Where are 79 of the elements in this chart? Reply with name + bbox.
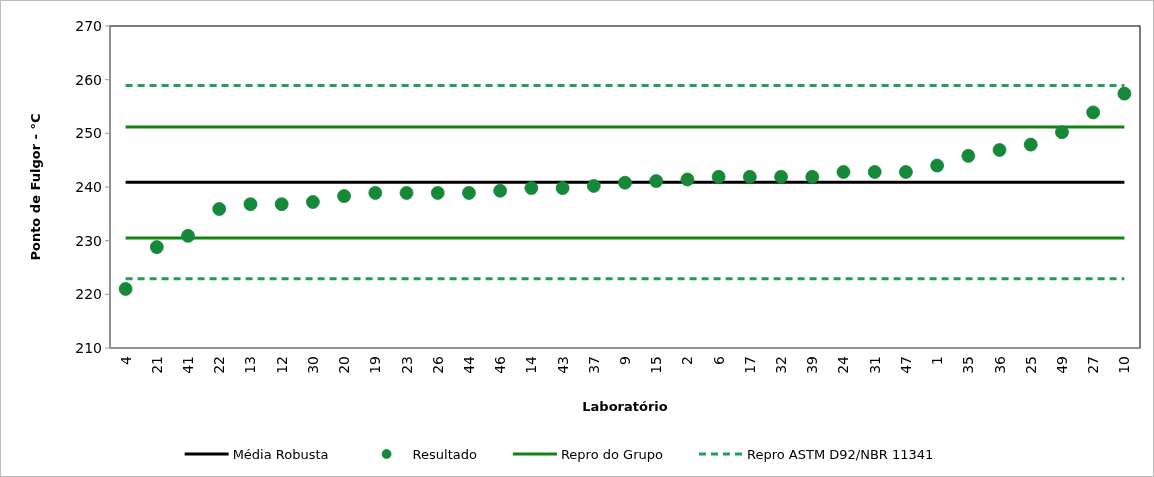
x-tick-label: 27 xyxy=(1085,356,1102,374)
point xyxy=(1117,86,1132,101)
y-tick-label: 260 xyxy=(75,71,102,88)
x-tick-label: 30 xyxy=(304,356,321,374)
point xyxy=(899,165,913,179)
point xyxy=(524,181,539,195)
x-tick-label: 46 xyxy=(492,355,509,374)
x-tick-label: 26 xyxy=(429,355,446,374)
point xyxy=(462,186,476,200)
x-tick-label: 47 xyxy=(897,356,914,374)
y-tick-label: 250 xyxy=(75,125,102,142)
point xyxy=(649,174,664,188)
point xyxy=(118,282,133,296)
point xyxy=(1086,105,1101,120)
point xyxy=(1055,125,1069,140)
x-tick-label: 1 xyxy=(929,356,946,365)
x-tick-label: 24 xyxy=(835,355,852,374)
x-tick-label: 32 xyxy=(773,356,790,374)
x-tick-label: 15 xyxy=(648,356,665,374)
x-tick-label: 4 xyxy=(117,355,134,365)
point xyxy=(1023,137,1038,152)
legend-label: Repro ASTM D92/NBR 11341 xyxy=(746,446,934,462)
x-tick-label: 49 xyxy=(1053,356,1070,374)
y-tick-label: 240 xyxy=(75,179,102,195)
x-tick-label: 39 xyxy=(804,356,821,374)
x-tick-label: 31 xyxy=(866,356,883,374)
point xyxy=(274,197,289,212)
point xyxy=(992,143,1007,157)
x-axis-title: Laboratório xyxy=(582,399,668,414)
x-tick-label: 6 xyxy=(710,355,727,365)
point xyxy=(212,202,227,216)
x-tick-label: 10 xyxy=(1116,356,1133,374)
x-tick-label: 21 xyxy=(148,356,165,374)
point xyxy=(368,186,383,200)
x-tick-label: 25 xyxy=(1022,356,1039,374)
legend-label: Repro do Grupo xyxy=(560,446,664,462)
point xyxy=(305,195,320,209)
y-axis-title: Ponto de Fulgor - °C xyxy=(28,113,43,261)
point xyxy=(930,158,945,173)
point xyxy=(430,186,445,200)
x-tick-label: 41 xyxy=(180,356,197,374)
y-tick-label: 270 xyxy=(75,18,102,34)
y-tick-label: 210 xyxy=(75,340,102,356)
x-tick-label: 37 xyxy=(585,356,602,374)
x-tick-label: 19 xyxy=(367,356,384,374)
point xyxy=(399,186,414,200)
legend-label: Resultado xyxy=(412,446,477,462)
x-tick-label: 2 xyxy=(679,356,696,365)
x-tick-label: 23 xyxy=(398,356,415,374)
x-tick-label: 43 xyxy=(554,356,571,374)
y-tick-label: 230 xyxy=(75,232,102,249)
x-tick-label: 17 xyxy=(741,356,758,374)
x-tick-label: 13 xyxy=(242,356,259,374)
x-tick-label: 35 xyxy=(960,356,977,374)
point xyxy=(618,175,632,190)
x-tick-label: 36 xyxy=(991,355,1008,374)
x-tick-label: 22 xyxy=(211,356,228,374)
legend-label: Média Robusta xyxy=(232,446,329,462)
point xyxy=(337,189,351,204)
y-tick-label: 220 xyxy=(75,286,102,303)
point xyxy=(961,148,976,163)
point xyxy=(586,179,601,193)
x-tick-label: 9 xyxy=(617,356,633,365)
x-tick-label: 14 xyxy=(523,355,540,374)
point xyxy=(493,183,508,198)
x-tick-label: 12 xyxy=(273,356,290,374)
point xyxy=(805,169,820,184)
point xyxy=(243,197,258,212)
point xyxy=(711,169,726,184)
x-tick-label: 20 xyxy=(336,356,353,374)
point xyxy=(149,240,164,255)
point xyxy=(774,169,788,184)
point xyxy=(836,165,851,179)
point xyxy=(555,181,570,195)
point xyxy=(680,172,695,187)
point xyxy=(181,228,195,243)
point xyxy=(742,169,757,184)
point xyxy=(867,165,882,179)
x-tick-label: 44 xyxy=(460,355,477,374)
